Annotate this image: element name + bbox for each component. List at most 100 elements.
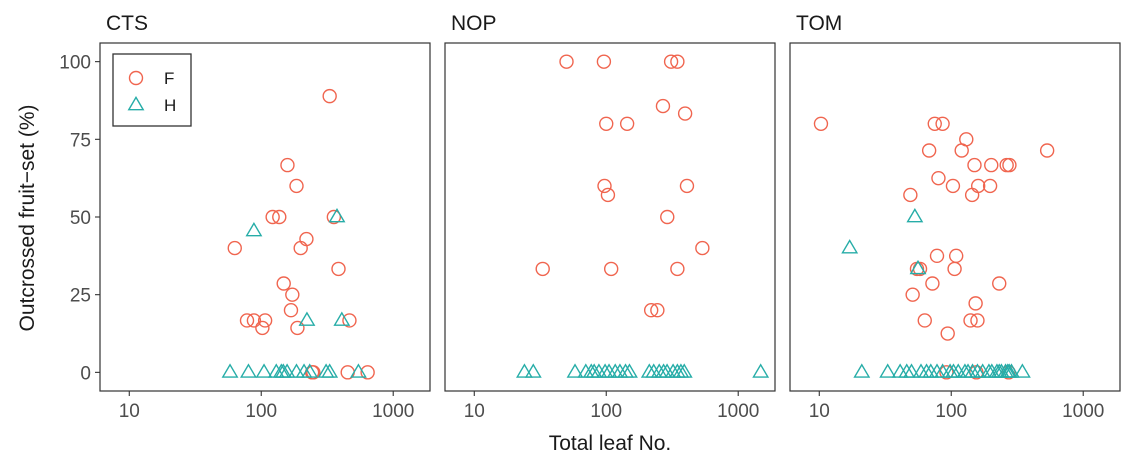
data-point xyxy=(245,221,263,237)
data-point xyxy=(289,178,304,194)
data-point xyxy=(1039,143,1055,158)
data-point xyxy=(328,208,346,223)
y-tick-label: 50 xyxy=(70,208,91,229)
legend-label: F xyxy=(164,69,174,88)
data-point xyxy=(679,178,695,194)
data-point xyxy=(927,116,942,131)
data-point xyxy=(333,311,351,326)
x-tick-label: 10 xyxy=(464,401,485,422)
legend-key-f xyxy=(128,70,144,86)
data-point xyxy=(342,313,357,328)
x-tick-label: 100 xyxy=(590,401,622,422)
data-point xyxy=(619,116,635,131)
data-point xyxy=(257,313,273,328)
series-h xyxy=(221,208,367,378)
data-point xyxy=(940,326,955,341)
legend-box xyxy=(112,53,192,127)
data-point xyxy=(963,313,978,328)
data-point xyxy=(970,178,986,194)
data-point xyxy=(293,240,308,256)
data-point xyxy=(621,363,638,378)
data-point xyxy=(970,313,985,328)
series-f xyxy=(227,88,375,380)
data-point xyxy=(283,303,299,318)
data-point xyxy=(326,209,342,225)
panel-title: CTS xyxy=(106,12,148,35)
data-point xyxy=(301,363,319,378)
data-point xyxy=(841,239,859,254)
data-point xyxy=(650,303,665,318)
data-point xyxy=(221,363,239,378)
data-point xyxy=(299,231,314,247)
x-tick-label: 1000 xyxy=(1062,401,1104,422)
data-point xyxy=(921,143,937,158)
data-point xyxy=(559,54,574,69)
data-point xyxy=(655,98,671,114)
data-point xyxy=(939,365,954,380)
legend-label: H xyxy=(164,96,176,115)
data-point xyxy=(675,363,693,378)
panel-title: NOP xyxy=(451,12,497,35)
data-point xyxy=(992,276,1007,291)
data-point xyxy=(240,363,257,378)
y-axis-title: Outcrossed fruit−set (%) xyxy=(16,105,39,332)
data-point xyxy=(947,261,962,277)
data-point xyxy=(265,209,280,225)
data-point xyxy=(599,116,614,131)
x-tick-label: 1000 xyxy=(372,401,414,422)
data-point xyxy=(246,313,262,328)
data-point xyxy=(906,208,924,223)
data-point xyxy=(643,303,659,318)
data-point xyxy=(968,296,983,311)
data-point xyxy=(600,187,616,203)
data-point xyxy=(535,261,550,277)
data-point xyxy=(945,178,961,194)
panel-frame xyxy=(444,42,776,392)
data-point xyxy=(290,320,305,336)
panel-tom: TOM 10 100 1000 xyxy=(789,12,1121,422)
data-point xyxy=(903,187,918,203)
data-point xyxy=(1013,363,1031,378)
panel-title: TOM xyxy=(796,12,842,35)
panel-frame xyxy=(789,42,1121,392)
x-tick-label: 10 xyxy=(119,401,140,422)
data-point xyxy=(276,276,291,291)
series-f xyxy=(813,116,1055,380)
data-point xyxy=(603,261,619,277)
data-point xyxy=(670,54,685,69)
data-point xyxy=(596,54,612,69)
data-point xyxy=(660,209,675,225)
data-point xyxy=(984,157,999,173)
data-point xyxy=(597,178,612,194)
series-h xyxy=(841,208,1031,378)
data-point xyxy=(903,363,920,378)
data-point xyxy=(349,363,367,378)
x-tick-label: 10 xyxy=(809,401,830,422)
data-point xyxy=(959,132,974,147)
data-point xyxy=(909,259,927,275)
data-point xyxy=(905,287,920,302)
data-point xyxy=(566,363,584,378)
data-point xyxy=(677,106,693,121)
data-point xyxy=(967,157,982,173)
panels-layer: CTS 10 100 1000 0 25 50 75 100 NOP 10 100 1000 TOM 10 1… xyxy=(59,12,1121,422)
y-tick-label: 100 xyxy=(59,53,91,74)
data-point xyxy=(255,320,270,336)
data-point xyxy=(298,311,316,326)
data-point xyxy=(931,170,946,186)
x-tick-label: 100 xyxy=(245,401,277,422)
data-point xyxy=(331,261,346,277)
y-tick-label: 75 xyxy=(70,130,91,151)
data-point xyxy=(879,363,897,378)
data-point xyxy=(321,363,339,378)
data-point xyxy=(516,363,533,378)
series-f xyxy=(535,54,710,318)
data-point xyxy=(929,248,945,264)
y-tick-label: 25 xyxy=(70,286,91,307)
panel-nop: NOP 10 100 1000 xyxy=(444,12,776,422)
data-point xyxy=(670,261,685,277)
data-point xyxy=(982,178,998,194)
x-tick-label: 100 xyxy=(935,401,967,422)
data-point xyxy=(524,363,542,378)
